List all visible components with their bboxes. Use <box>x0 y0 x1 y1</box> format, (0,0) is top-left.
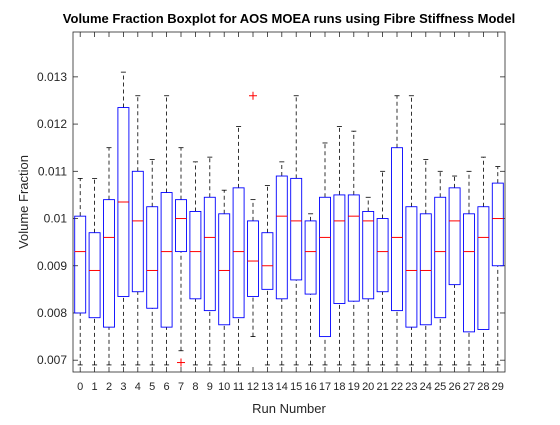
x-tick-label: 4 <box>135 381 141 393</box>
x-tick-label: 5 <box>149 381 155 393</box>
x-axis-label: Run Number <box>252 401 326 416</box>
x-tick-label: 0 <box>77 381 83 393</box>
y-tick-label: 0.011 <box>38 164 67 178</box>
box-iqr <box>247 220 259 297</box>
box-iqr <box>290 177 303 281</box>
x-tick-label: 15 <box>290 381 302 393</box>
y-tick-label: 0.009 <box>37 259 67 273</box>
x-tick-label: 14 <box>276 381 288 393</box>
box-iqr <box>275 175 288 300</box>
chart-title: Volume Fraction Boxplot for AOS MOEA run… <box>63 11 515 26</box>
x-tick-label: 29 <box>492 381 504 393</box>
box-iqr <box>218 213 231 326</box>
box-iqr <box>405 206 418 328</box>
box-iqr <box>103 199 115 328</box>
x-tick-label: 27 <box>463 381 475 393</box>
x-tick-label: 6 <box>164 381 170 393</box>
x-tick-label: 28 <box>477 381 489 393</box>
x-tick-label: 2 <box>106 381 112 393</box>
box-iqr <box>448 187 461 286</box>
box-iqr <box>434 196 447 319</box>
x-tick-label: 20 <box>362 381 374 393</box>
box-iqr <box>203 196 216 312</box>
plot-area <box>72 31 506 373</box>
x-tick-label: 1 <box>92 381 98 393</box>
outlier-marker <box>177 358 185 367</box>
x-tick-label: 7 <box>178 381 184 393</box>
box-iqr <box>391 147 403 312</box>
box-iqr <box>491 182 504 267</box>
x-tick-label: 10 <box>218 381 230 393</box>
box-iqr <box>88 232 101 319</box>
outlier-marker <box>249 91 257 100</box>
x-tick-label: 13 <box>261 381 273 393</box>
box-iqr <box>232 187 245 319</box>
x-tick-label: 16 <box>304 381 316 393</box>
box-iqr <box>146 206 159 309</box>
x-tick-label: 24 <box>420 381 432 393</box>
x-tick-label: 9 <box>207 381 213 393</box>
x-tick-label: 8 <box>192 381 198 393</box>
box-iqr <box>376 218 389 293</box>
y-tick-label: 0.01 <box>44 212 68 226</box>
box-iqr <box>347 194 360 302</box>
x-tick-label: 3 <box>120 381 126 393</box>
x-tick-label: 25 <box>434 381 446 393</box>
x-tick-label: 18 <box>333 381 345 393</box>
box-iqr <box>131 170 144 293</box>
box-iqr <box>477 206 490 330</box>
y-tick-label: 0.008 <box>37 306 67 320</box>
y-tick-label: 0.013 <box>37 70 67 84</box>
box-iqr <box>419 213 432 326</box>
y-tick-label: 0.007 <box>37 353 67 367</box>
box-iqr <box>463 213 475 333</box>
box-iqr <box>304 220 317 295</box>
y-tick-label: 0.012 <box>37 117 67 131</box>
box-iqr <box>362 210 375 300</box>
x-tick-label: 26 <box>448 381 460 393</box>
box-iqr <box>175 199 187 253</box>
x-tick-label: 19 <box>348 381 360 393</box>
y-axis-label: Volume Fraction <box>16 155 31 249</box>
box-iqr <box>319 196 331 338</box>
x-tick-label: 11 <box>233 381 244 393</box>
box-iqr <box>189 210 202 300</box>
box-iqr <box>160 192 173 328</box>
box-iqr <box>333 194 346 304</box>
x-tick-label: 23 <box>405 381 417 393</box>
box-iqr <box>74 215 87 314</box>
x-tick-label: 21 <box>376 381 388 393</box>
axes-labels: Volume Fraction Boxplot for AOS MOEA run… <box>16 11 515 416</box>
x-tick-label: 12 <box>247 381 259 393</box>
x-tick-label: 17 <box>319 381 331 393</box>
box-iqr <box>261 232 274 290</box>
x-tick-label: 22 <box>391 381 403 393</box>
